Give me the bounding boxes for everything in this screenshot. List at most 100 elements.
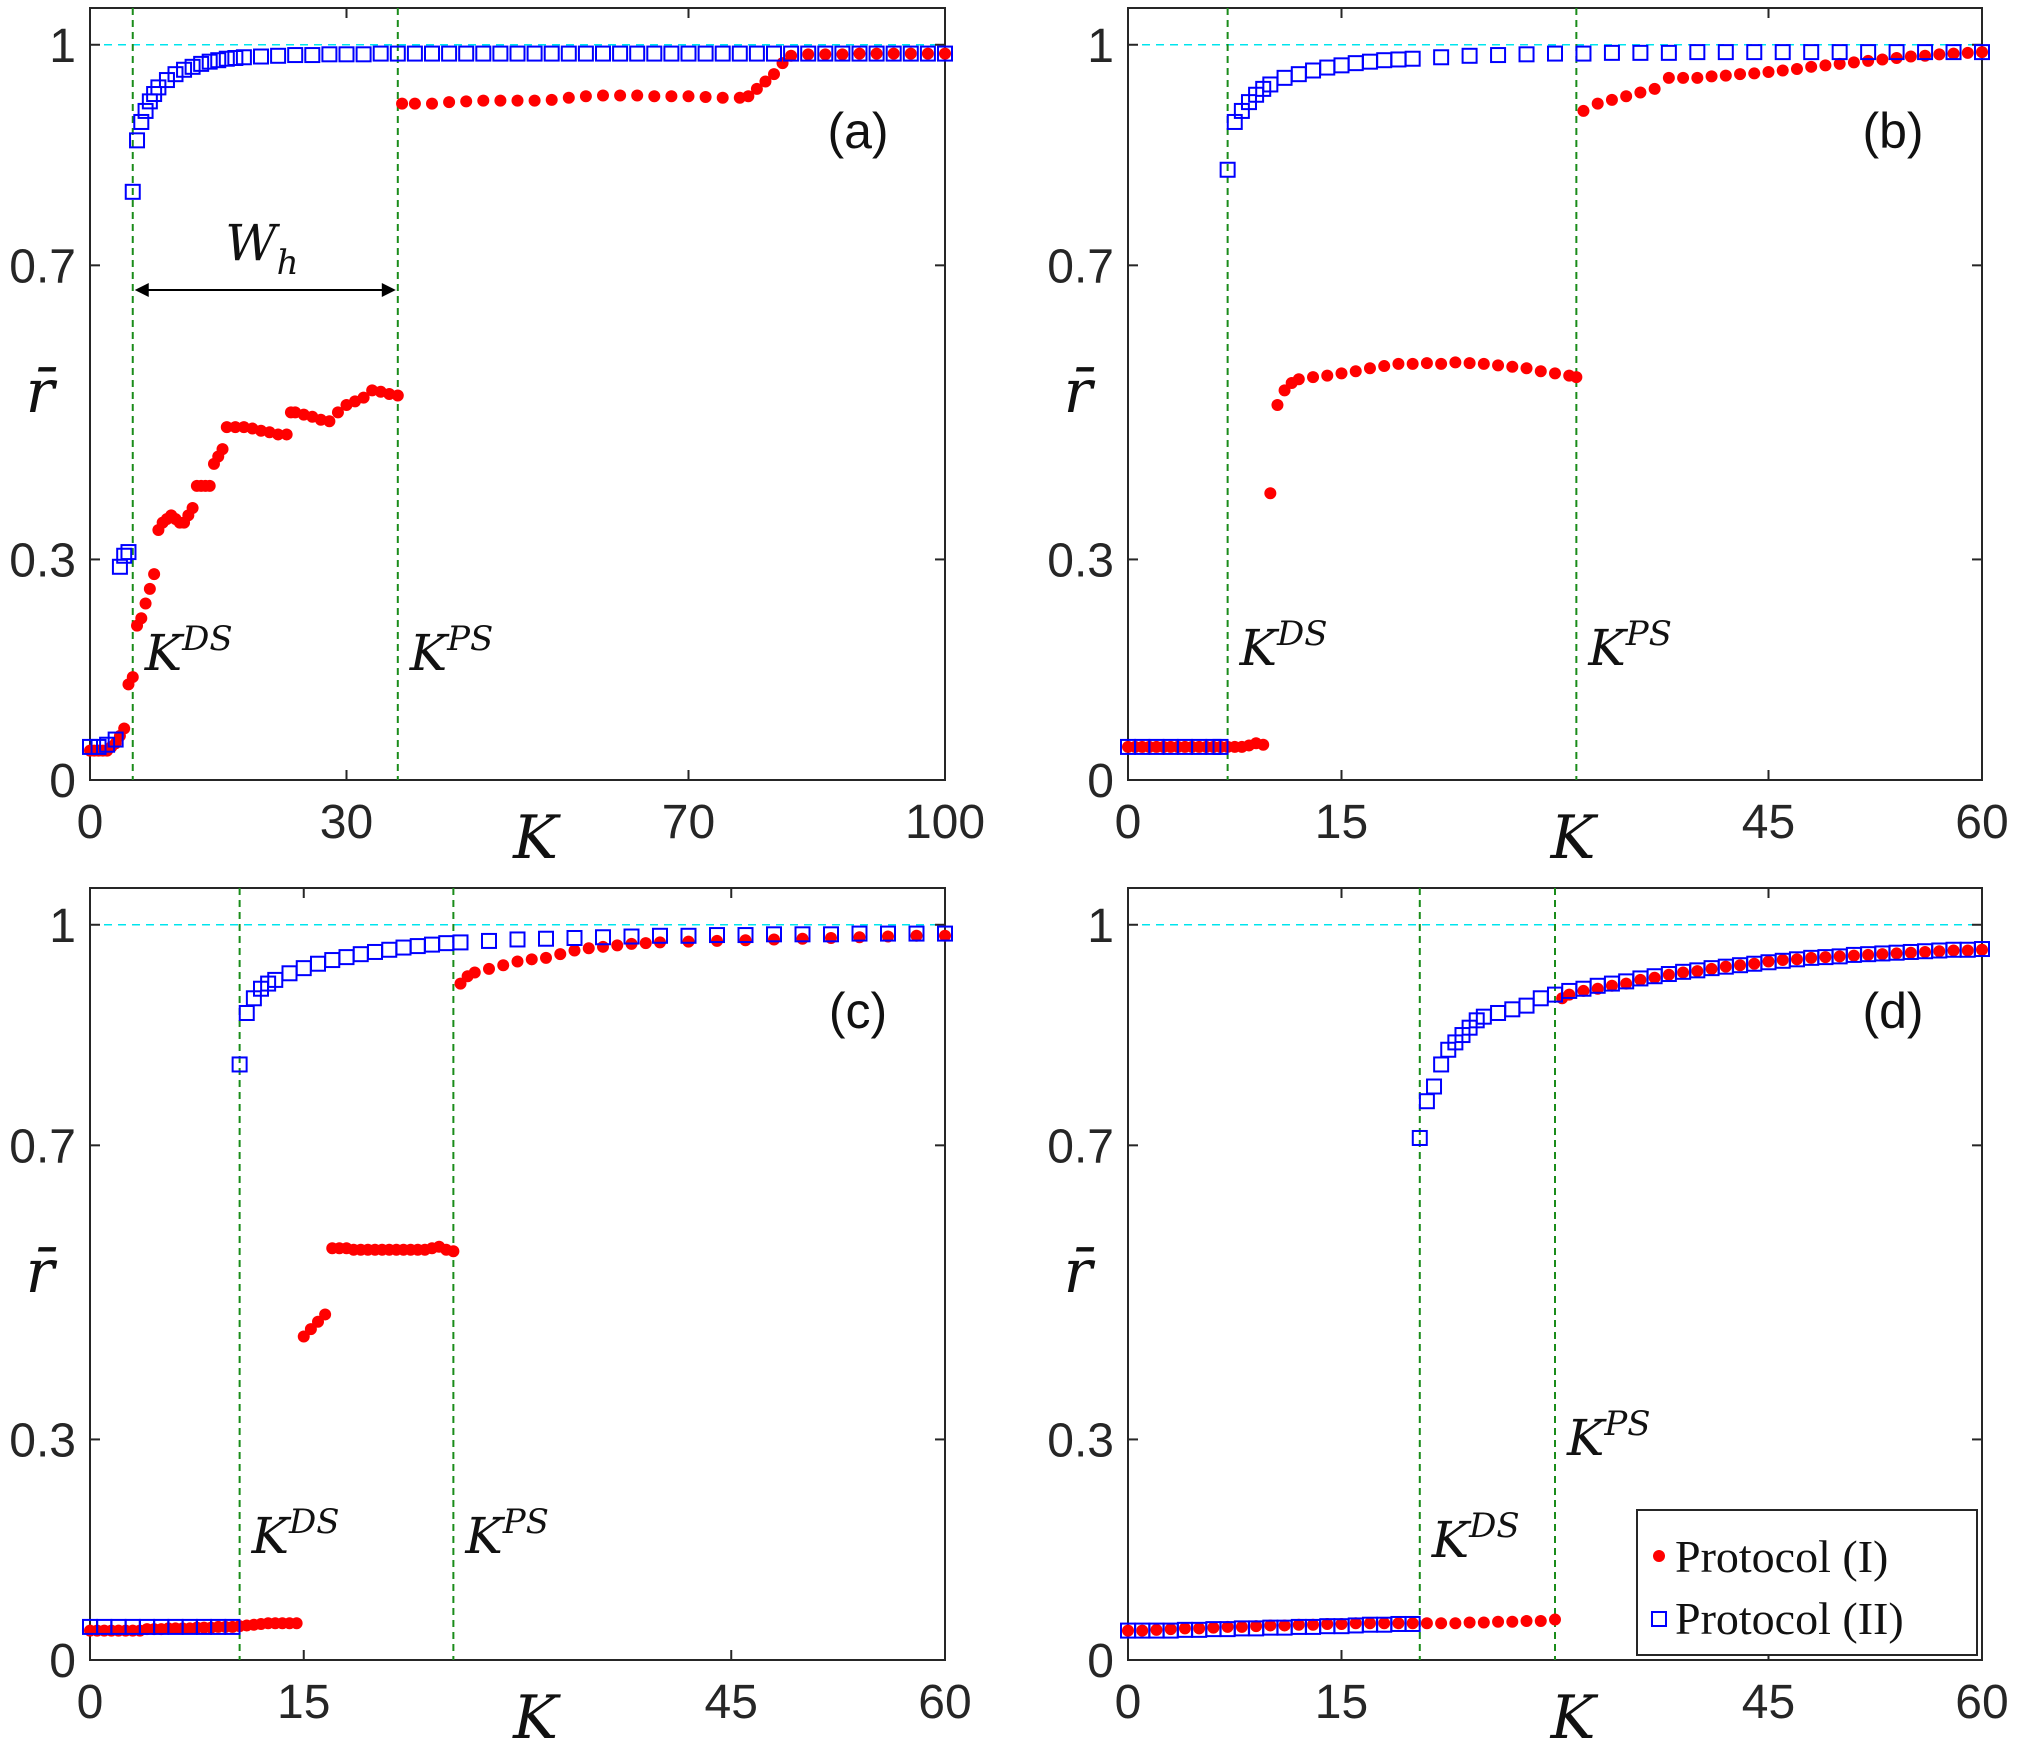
data-point-protocol-1	[1648, 971, 1661, 984]
data-point-protocol-1	[939, 47, 951, 60]
data-point-protocol-1	[1506, 360, 1519, 373]
data-point-protocol-1	[1833, 950, 1846, 963]
x-tick-label: 0	[1115, 1676, 1142, 1729]
data-point-protocol-2	[766, 45, 782, 62]
k-ds-annotation: KDS	[144, 619, 233, 682]
data-point-protocol-1	[1321, 369, 1334, 382]
data-point-protocol-2	[406, 45, 423, 62]
data-point-protocol-2	[1888, 44, 1905, 61]
data-point-protocol-1	[1349, 365, 1362, 378]
data-point-protocol-2	[253, 48, 269, 65]
data-point-protocol-1	[540, 951, 552, 964]
data-point-protocol-1	[904, 47, 917, 60]
data-point-protocol-1	[511, 94, 524, 107]
x-tick-label: 15	[277, 1676, 330, 1729]
data-point-protocol-1	[468, 966, 481, 979]
data-point-protocol-2	[372, 45, 389, 62]
data-point-protocol-1	[1862, 54, 1875, 67]
data-point-protocol-1	[1961, 944, 1974, 957]
data-point-protocol-1	[882, 930, 894, 943]
data-point-protocol-2	[492, 45, 509, 62]
data-point-protocol-2	[1603, 44, 1620, 61]
data-point-protocol-2	[338, 46, 355, 63]
data-point-protocol-1	[639, 937, 652, 950]
data-point-protocol-1	[1193, 1622, 1206, 1635]
data-point-protocol-2	[731, 45, 748, 62]
data-point-protocol-2	[709, 927, 725, 944]
data-point-protocol-2	[201, 53, 218, 70]
y-axis-label: r̄	[1064, 1237, 1096, 1307]
legend: Protocol (I) Protocol (II)	[1636, 1509, 1978, 1656]
y-axis-label: r̄	[26, 357, 58, 427]
data-point-protocol-2	[1974, 44, 1990, 61]
data-point-protocol-1	[483, 962, 495, 975]
data-point-protocol-2	[1404, 1615, 1421, 1632]
data-point-protocol-2	[424, 45, 440, 62]
data-point-protocol-1	[1591, 97, 1604, 110]
data-point-protocol-1	[921, 47, 934, 60]
data-point-protocol-1	[447, 1245, 460, 1258]
data-point-protocol-2	[902, 45, 919, 62]
data-point-protocol-1	[1620, 977, 1633, 990]
data-point-protocol-1	[216, 443, 229, 456]
data-point-protocol-2	[193, 55, 210, 72]
data-point-protocol-2	[287, 47, 304, 64]
data-point-protocol-1	[887, 47, 900, 60]
data-point-protocol-1	[1762, 65, 1775, 78]
data-point-protocol-2	[794, 926, 811, 943]
data-point-protocol-1	[1705, 70, 1718, 83]
data-point-protocol-1	[1449, 356, 1462, 369]
data-point-protocol-2	[612, 45, 629, 62]
data-point-protocol-1	[716, 91, 729, 104]
series-protocol-2	[1120, 44, 1990, 755]
data-point-protocol-1	[280, 428, 293, 441]
data-point-protocol-1	[568, 944, 581, 957]
data-point-protocol-1	[1449, 1617, 1462, 1630]
data-point-protocol-2	[680, 45, 697, 62]
data-point-protocol-1	[1378, 1617, 1391, 1630]
data-point-protocol-1	[711, 934, 723, 947]
data-point-protocol-1	[290, 1617, 303, 1630]
data-point-protocol-2	[748, 45, 765, 62]
data-point-protocol-1	[1691, 965, 1704, 978]
data-point-protocol-1	[1271, 399, 1284, 412]
data-point-protocol-1	[220, 421, 233, 434]
data-point-protocol-1	[1307, 371, 1320, 384]
data-point-protocol-1	[1748, 957, 1761, 970]
data-point-protocol-1	[1178, 1622, 1191, 1635]
data-point-protocol-1	[1549, 1613, 1561, 1626]
panel-label: (d)	[1862, 983, 1923, 1039]
data-point-protocol-2	[697, 45, 714, 62]
data-point-protocol-2	[577, 45, 594, 62]
data-point-protocol-1	[1890, 947, 1903, 960]
data-point-protocol-2	[1860, 44, 1877, 61]
data-point-protocol-1	[460, 95, 473, 108]
data-point-protocol-2	[1518, 46, 1535, 63]
data-point-protocol-1	[614, 89, 627, 102]
data-point-protocol-1	[528, 94, 541, 107]
x-tick-label: 0	[1115, 796, 1142, 849]
data-point-protocol-1	[139, 597, 152, 610]
data-point-protocol-2	[1917, 44, 1934, 61]
data-point-protocol-1	[682, 90, 695, 103]
data-point-protocol-1	[1435, 357, 1448, 370]
data-point-protocol-1	[1321, 1617, 1334, 1630]
data-point-protocol-1	[939, 929, 951, 942]
data-point-protocol-1	[836, 48, 849, 61]
data-point-protocol-1	[750, 82, 763, 95]
data-point-protocol-2	[231, 1056, 248, 1073]
data-point-protocol-1	[562, 91, 575, 104]
data-point-protocol-2	[800, 45, 817, 62]
data-point-protocol-2	[270, 47, 287, 64]
x-axis-label: K	[1550, 1683, 1599, 1752]
data-point-protocol-1	[1363, 1617, 1376, 1630]
data-point-protocol-1	[186, 501, 199, 514]
data-point-protocol-1	[796, 932, 809, 945]
data-point-protocol-2	[1575, 45, 1592, 62]
data-point-protocol-1	[682, 935, 695, 948]
legend-box	[1636, 1509, 1978, 1656]
data-point-protocol-1	[1591, 982, 1604, 995]
data-point-protocol-1	[443, 96, 456, 109]
x-axis-label: K	[1550, 803, 1599, 873]
data-point-protocol-2	[543, 45, 560, 62]
